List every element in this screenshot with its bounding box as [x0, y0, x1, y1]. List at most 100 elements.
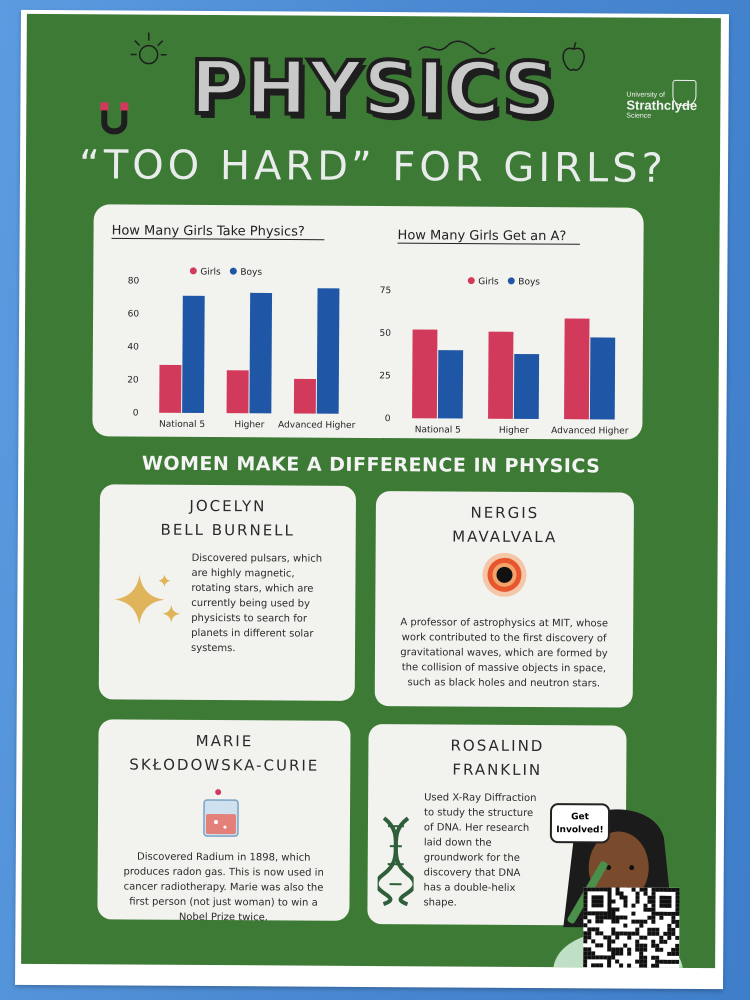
qr-module	[659, 887, 664, 892]
qr-module	[659, 947, 664, 952]
qr-module	[647, 915, 652, 920]
qr-module	[663, 899, 668, 904]
qr-module	[603, 915, 608, 920]
qr-module	[651, 963, 656, 968]
qr-module	[591, 911, 596, 916]
qr-module	[603, 955, 608, 960]
qr-module	[587, 911, 592, 916]
qr-module	[591, 963, 596, 968]
qr-module	[659, 895, 664, 900]
qr-module	[607, 911, 612, 916]
qr-module	[623, 899, 628, 904]
logo-line3: Science	[626, 112, 652, 120]
qr-module	[667, 895, 672, 900]
qr-module	[667, 959, 672, 964]
qr-module	[583, 911, 588, 916]
y-tick-label: 0	[133, 409, 139, 419]
qr-module	[615, 907, 620, 912]
qr-module	[623, 923, 628, 928]
bar-girls	[293, 378, 316, 414]
qr-module	[599, 903, 604, 908]
card-marie-sklodowska-curie: MARIE SKŁODOWSKA-CURIE Discovered Radium…	[97, 719, 351, 923]
qr-module	[619, 963, 624, 968]
qr-module	[659, 899, 664, 904]
desc-line: gravitational waves, which are formed by	[400, 647, 608, 660]
qr-module	[647, 895, 652, 900]
qr-module	[651, 895, 656, 900]
qr-module	[655, 963, 660, 968]
bar-boys	[437, 350, 464, 419]
qr-module	[595, 919, 600, 924]
qr-module	[643, 887, 648, 892]
qr-module	[651, 911, 656, 916]
bar-girls	[412, 329, 438, 419]
y-tick-label: 0	[385, 414, 391, 424]
qr-module	[611, 951, 616, 956]
qr-module	[675, 903, 680, 908]
bar-boys	[182, 295, 205, 413]
legend-label: Boys	[518, 277, 540, 287]
qr-module	[615, 915, 620, 920]
qr-module	[671, 947, 676, 952]
qr-module	[659, 915, 664, 920]
qr-module	[675, 919, 680, 924]
qr-module	[675, 943, 680, 948]
qr-module	[651, 887, 656, 892]
speech-line2: Involved!	[556, 825, 604, 836]
qr-module	[667, 951, 672, 956]
qr-module	[595, 927, 600, 932]
qr-module	[651, 939, 656, 944]
qr-module	[627, 951, 632, 956]
bar-boys	[513, 354, 540, 420]
qr-module	[615, 891, 620, 896]
qr-module	[591, 899, 596, 904]
qr-module	[583, 939, 588, 944]
charts-card: How Many Girls Take Physics? Girls Boys 0 20…	[92, 204, 644, 440]
card-name-line2: FRANKLIN	[452, 760, 543, 780]
qr-module	[655, 887, 660, 892]
qr-module	[663, 959, 668, 964]
qr-module	[611, 931, 616, 936]
legend-label: Girls	[200, 267, 221, 277]
qr-module	[651, 931, 656, 936]
qr-module	[619, 915, 624, 920]
qr-code[interactable]	[582, 887, 680, 969]
desc-line: physicists to search for	[191, 612, 308, 625]
qr-module	[611, 955, 616, 960]
chart-title: How Many Girls Take Physics?	[112, 223, 305, 239]
qr-module	[615, 931, 620, 936]
qr-module	[583, 963, 588, 968]
qr-module	[675, 895, 680, 900]
chart-title-underline	[111, 237, 325, 241]
qr-module	[627, 931, 632, 936]
qr-module	[627, 935, 632, 940]
y-tick-label: 25	[379, 371, 391, 381]
qr-module	[671, 915, 676, 920]
qr-module	[587, 931, 592, 936]
qr-module	[583, 931, 588, 936]
qr-module	[651, 955, 656, 960]
qr-module	[635, 939, 640, 944]
qr-module	[659, 959, 664, 964]
qr-module	[607, 903, 612, 908]
qr-module	[583, 899, 588, 904]
qr-module	[647, 899, 652, 904]
speech-line1: Get	[571, 812, 589, 823]
qr-module	[623, 895, 628, 900]
qr-module	[583, 951, 588, 956]
desc-line: produces radon gas. This is now used in	[123, 866, 324, 879]
qr-module	[643, 943, 648, 948]
qr-module	[583, 895, 588, 900]
qr-module	[639, 887, 644, 892]
qr-module	[639, 947, 644, 952]
chart-title: How Many Girls Get an A?	[398, 228, 567, 244]
qr-module	[659, 911, 664, 916]
qr-module	[643, 963, 648, 968]
qr-module	[663, 903, 668, 908]
qr-module	[587, 935, 592, 940]
qr-module	[671, 959, 676, 964]
qr-module	[667, 899, 672, 904]
qr-module	[595, 915, 600, 920]
qr-module	[611, 899, 616, 904]
apple-doodle-icon	[562, 42, 585, 71]
